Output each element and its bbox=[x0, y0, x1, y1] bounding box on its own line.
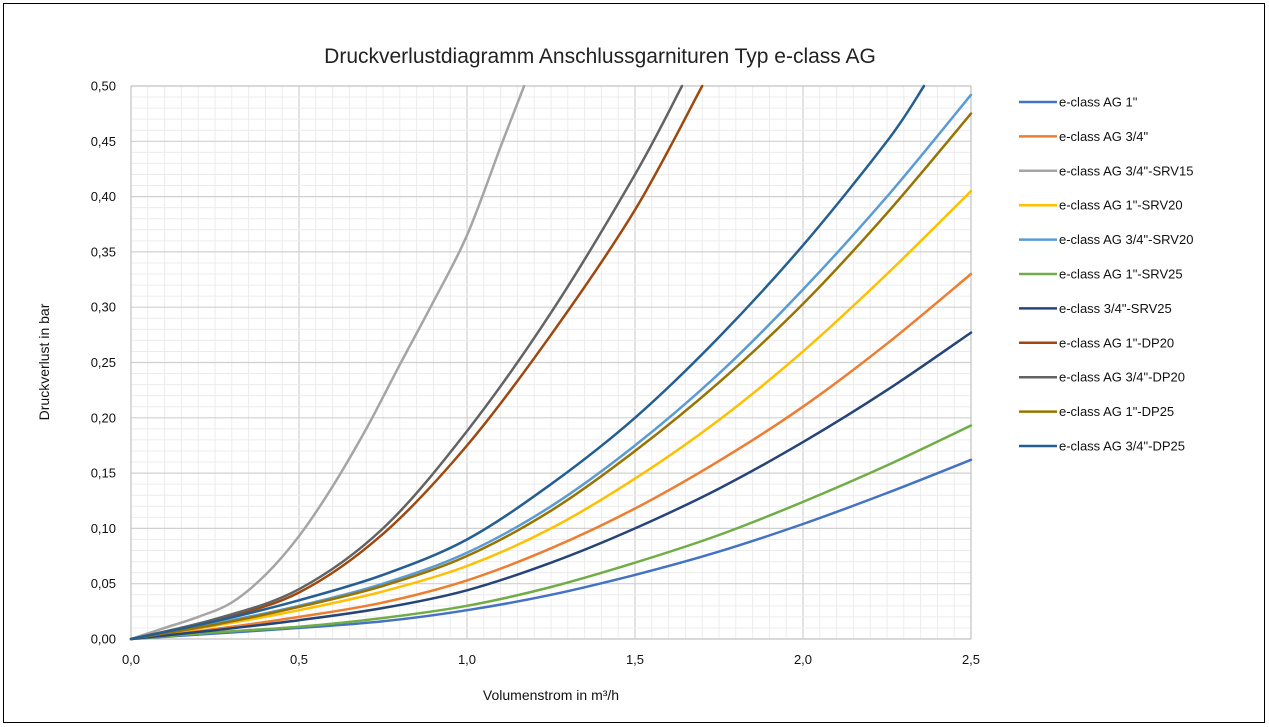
y-tick-label: 0,10 bbox=[91, 521, 116, 536]
legend-entry: e-class AG 3/4"-SRV20 bbox=[1059, 232, 1193, 247]
y-tick-label: 0,20 bbox=[91, 410, 116, 425]
y-tick-label: 0,05 bbox=[91, 576, 116, 591]
series-lines bbox=[129, 84, 973, 641]
x-tick-label: 1,0 bbox=[458, 652, 476, 667]
series-line-8 bbox=[129, 84, 684, 641]
series-line-3 bbox=[129, 189, 973, 641]
series-line-7 bbox=[129, 84, 704, 641]
y-tick-label: 0,50 bbox=[91, 79, 116, 94]
legend-entry: e-class AG 3/4"-DP20 bbox=[1059, 370, 1185, 385]
legend-entry: e-class 3/4"-SRV25 bbox=[1059, 301, 1172, 316]
x-tick-label: 0,0 bbox=[122, 652, 140, 667]
series-line-1 bbox=[129, 272, 973, 641]
legend-entry: e-class AG 1" bbox=[1059, 95, 1138, 110]
y-tick-label: 0,45 bbox=[91, 134, 116, 149]
series-line-2 bbox=[129, 84, 526, 641]
legend-entry: e-class AG 3/4"-DP25 bbox=[1059, 439, 1185, 454]
legend-entry: e-class AG 1"-DP20 bbox=[1059, 335, 1174, 350]
y-axis-label: Druckverlust in bar bbox=[36, 303, 52, 420]
series-line-9 bbox=[129, 112, 973, 641]
series-line-6 bbox=[129, 331, 973, 641]
legend-entry: e-class AG 1"-DP25 bbox=[1059, 404, 1174, 419]
x-tick-label: 0,5 bbox=[290, 652, 308, 667]
plot-grid bbox=[130, 85, 972, 640]
series-line-5 bbox=[129, 424, 973, 641]
y-tick-label: 0,00 bbox=[91, 632, 116, 647]
y-tick-label: 0,35 bbox=[91, 244, 116, 259]
y-tick-label: 0,40 bbox=[91, 189, 116, 204]
legend-entry: e-class AG 3/4" bbox=[1059, 129, 1149, 144]
y-tick-labels: 0,00 0,05 0,10 0,15 0,20 0,25 0,30 0,35 0,40 0,45… bbox=[91, 79, 116, 647]
legend-entry: e-class AG 1"-SRV25 bbox=[1059, 267, 1183, 282]
x-axis-label: Volumenstrom in m³/h bbox=[483, 687, 619, 703]
y-tick-label: 0,25 bbox=[91, 355, 116, 370]
legend: e-class AG 1" e-class AG 3/4" e-class AG 3… bbox=[1019, 95, 1193, 454]
plot-area-border bbox=[130, 85, 972, 640]
legend-entry: e-class AG 1"-SRV20 bbox=[1059, 198, 1183, 213]
x-tick-label: 2,0 bbox=[794, 652, 812, 667]
x-tick-labels: 0,0 0,5 1,0 1,5 2,0 2,5 bbox=[122, 652, 980, 667]
y-tick-label: 0,15 bbox=[91, 466, 116, 481]
chart-title: Druckverlustdiagramm Anschlussgarnituren… bbox=[324, 45, 876, 68]
x-tick-label: 1,5 bbox=[626, 652, 644, 667]
series-line-10 bbox=[129, 84, 926, 641]
legend-entry: e-class AG 3/4"-SRV15 bbox=[1059, 163, 1193, 178]
y-tick-label: 0,30 bbox=[91, 300, 116, 315]
x-tick-label: 2,5 bbox=[962, 652, 980, 667]
